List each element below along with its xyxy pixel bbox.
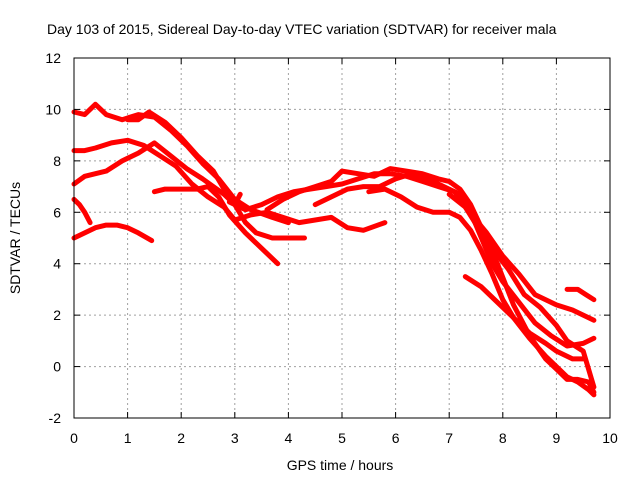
x-tick-label: 6: [392, 430, 400, 446]
series-track-8: [226, 171, 597, 323]
series-track-12: [446, 191, 597, 395]
x-tick-label: 7: [445, 430, 453, 446]
x-axis-label: GPS time / hours: [287, 457, 394, 473]
x-tick-label: 10: [602, 430, 618, 446]
series-track-9: [264, 166, 597, 390]
grid-lines: [74, 58, 610, 418]
y-tick-label: 2: [53, 307, 61, 323]
y-tick-label: -2: [49, 410, 62, 426]
x-axis-ticks: 0 1 2 3 4 5 6 7 8 9 10: [70, 58, 618, 446]
series-track-10: [312, 171, 597, 349]
x-tick-label: 8: [499, 430, 507, 446]
series-track-14: [564, 286, 597, 303]
data-series: [71, 101, 597, 398]
x-tick-label: 2: [177, 430, 185, 446]
chart-title: Day 103 of 2015, Sidereal Day-to-day VTE…: [47, 21, 557, 37]
y-tick-label: 6: [53, 204, 61, 220]
y-tick-label: 4: [53, 256, 61, 272]
series-track-4: [71, 140, 307, 241]
series-track-13: [462, 274, 586, 362]
series-track-5: [71, 196, 93, 226]
y-axis-label: SDTVAR / TECUs: [7, 182, 23, 294]
x-tick-label: 3: [231, 430, 239, 446]
y-axis-ticks: -2 0 2 4 6 8 10 12: [45, 50, 610, 426]
x-tick-label: 9: [553, 430, 561, 446]
series-track-7: [151, 184, 281, 267]
y-tick-label: 8: [53, 153, 61, 169]
y-tick-label: 12: [45, 50, 61, 66]
series-track-6: [71, 222, 155, 244]
x-tick-label: 5: [338, 430, 346, 446]
y-tick-label: 0: [53, 359, 61, 375]
x-tick-label: 1: [124, 430, 132, 446]
series-track-11: [366, 186, 597, 398]
y-tick-label: 10: [45, 101, 61, 117]
x-tick-label: 0: [70, 430, 78, 446]
x-tick-label: 4: [285, 430, 293, 446]
